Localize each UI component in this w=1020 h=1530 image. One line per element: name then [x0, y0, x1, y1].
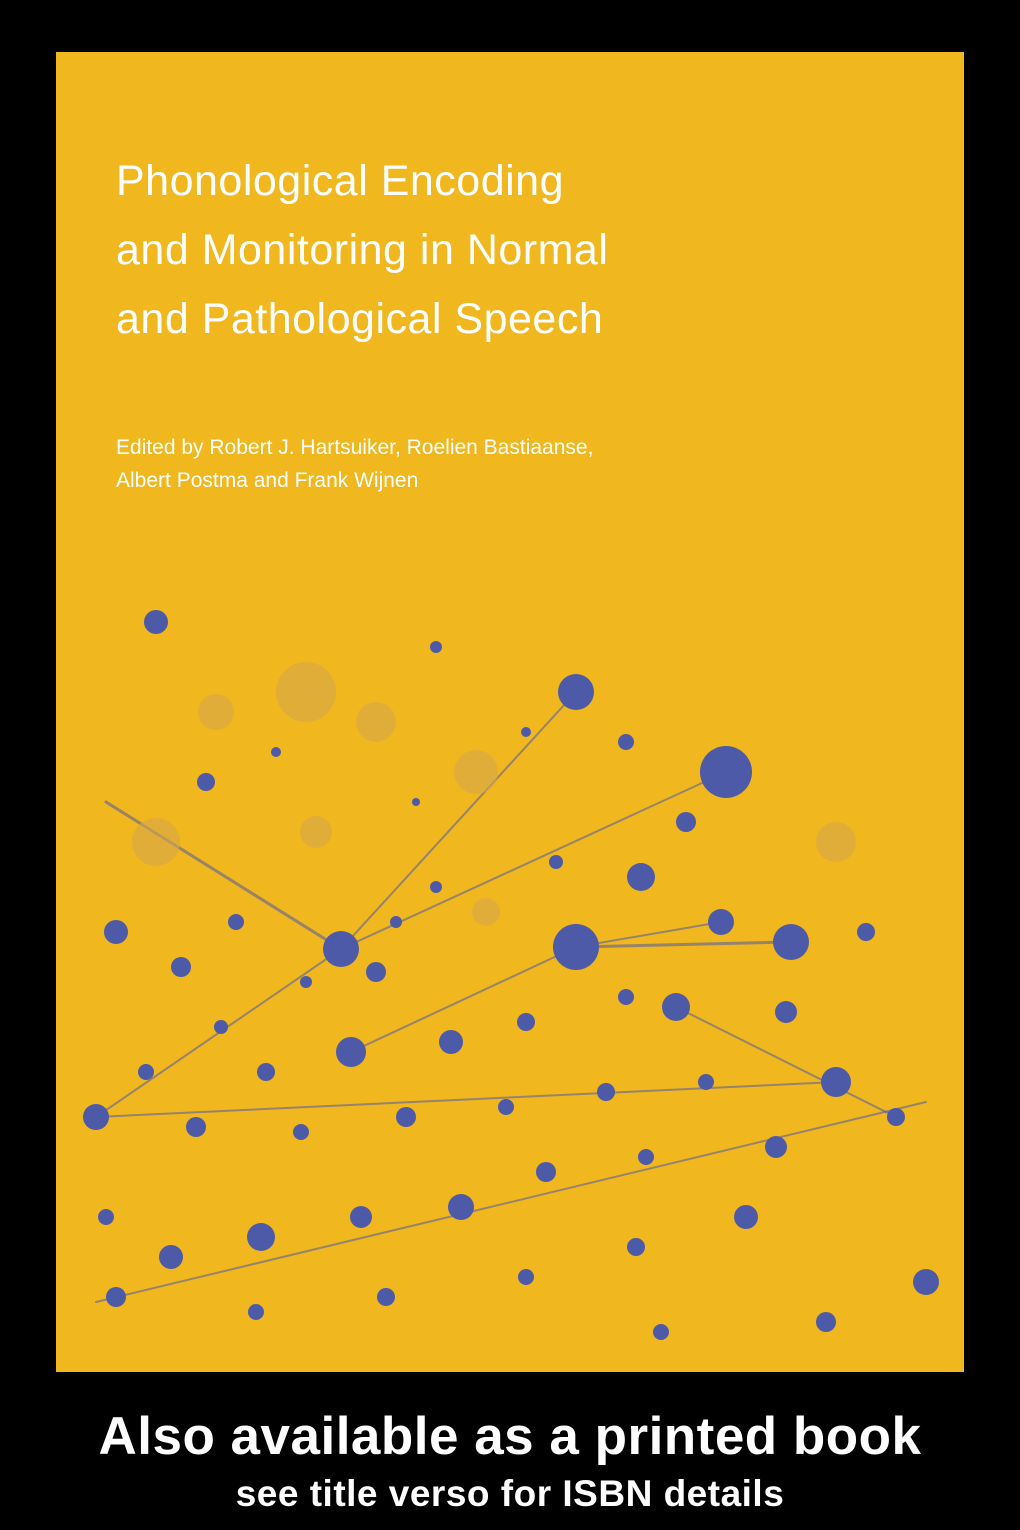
- editors-line: Edited by Robert J. Hartsuiker, Roelien …: [116, 432, 593, 497]
- availability-banner: Also available as a printed book see tit…: [0, 1396, 1020, 1530]
- book-cover: Phonological Encodingand Monitoring in N…: [56, 52, 964, 1372]
- book-title: Phonological Encodingand Monitoring in N…: [116, 147, 608, 353]
- banner-line-1: Also available as a printed book: [0, 1406, 1020, 1467]
- banner-line-2: see title verso for ISBN details: [0, 1473, 1020, 1515]
